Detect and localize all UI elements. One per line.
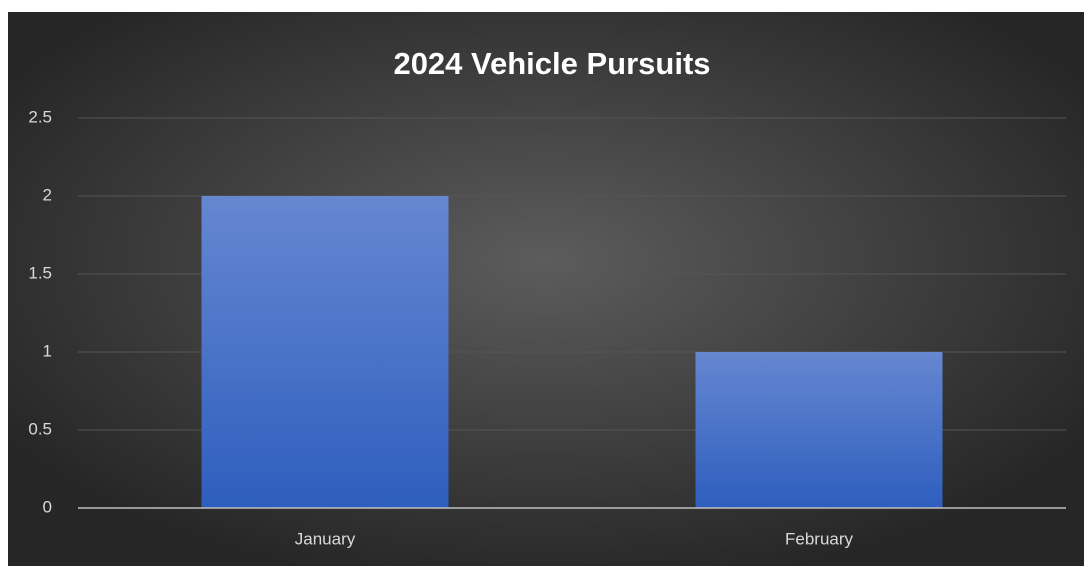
- x-tick-label: February: [785, 529, 854, 548]
- y-tick-label: 2: [43, 185, 52, 204]
- x-tick-label: January: [295, 529, 356, 548]
- bar: [201, 196, 449, 508]
- y-tick-label: 2.5: [28, 107, 52, 126]
- bar: [695, 352, 943, 508]
- y-tick-label: 1.5: [28, 263, 52, 282]
- y-tick-label: 1: [43, 341, 52, 360]
- chart-title: 2024 Vehicle Pursuits: [393, 46, 710, 81]
- y-tick-label: 0.5: [28, 419, 52, 438]
- y-tick-label: 0: [43, 497, 52, 516]
